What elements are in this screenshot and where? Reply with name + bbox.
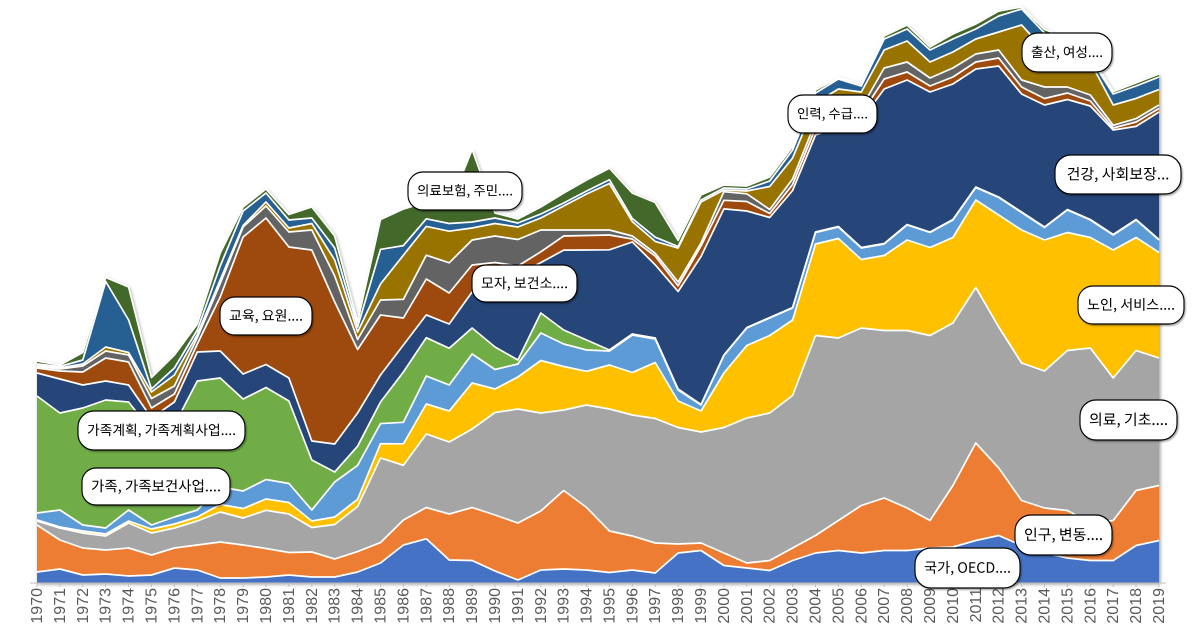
- svg-text:1977: 1977: [189, 588, 206, 624]
- svg-text:2012: 2012: [991, 588, 1008, 624]
- svg-text:2013: 2013: [1014, 588, 1031, 624]
- svg-text:2016: 2016: [1082, 588, 1099, 624]
- svg-text:1974: 1974: [121, 588, 138, 624]
- svg-text:1999: 1999: [693, 588, 710, 624]
- svg-text:2019: 2019: [1151, 588, 1168, 624]
- svg-text:2017: 2017: [1105, 588, 1122, 624]
- svg-text:1992: 1992: [533, 588, 550, 624]
- svg-text:1981: 1981: [281, 588, 298, 624]
- svg-text:1993: 1993: [556, 588, 573, 624]
- svg-text:1998: 1998: [670, 588, 687, 624]
- svg-text:2015: 2015: [1059, 588, 1076, 624]
- svg-text:1994: 1994: [579, 588, 596, 624]
- svg-text:1983: 1983: [327, 588, 344, 624]
- svg-text:2008: 2008: [899, 588, 916, 624]
- svg-text:1985: 1985: [373, 588, 390, 624]
- svg-text:1972: 1972: [75, 588, 92, 624]
- svg-text:1979: 1979: [235, 588, 252, 624]
- svg-text:2011: 2011: [968, 588, 985, 623]
- svg-text:2010: 2010: [945, 588, 962, 624]
- svg-text:2005: 2005: [830, 588, 847, 624]
- svg-text:1978: 1978: [212, 588, 229, 624]
- svg-text:1971: 1971: [52, 588, 69, 624]
- svg-text:2002: 2002: [762, 588, 779, 624]
- svg-text:1973: 1973: [98, 588, 115, 624]
- svg-text:1970: 1970: [29, 588, 46, 624]
- svg-text:1991: 1991: [510, 588, 527, 624]
- svg-text:2018: 2018: [1128, 588, 1145, 624]
- svg-text:2001: 2001: [739, 588, 756, 624]
- svg-text:2014: 2014: [1037, 588, 1054, 624]
- svg-text:1975: 1975: [144, 588, 161, 624]
- svg-text:2007: 2007: [876, 588, 893, 624]
- svg-text:2004: 2004: [808, 588, 825, 624]
- svg-text:1995: 1995: [601, 588, 618, 624]
- svg-text:1987: 1987: [418, 588, 435, 624]
- svg-text:1986: 1986: [395, 588, 412, 624]
- svg-text:1980: 1980: [258, 588, 275, 624]
- svg-text:2006: 2006: [853, 588, 870, 624]
- svg-text:1982: 1982: [304, 588, 321, 624]
- svg-text:1989: 1989: [464, 588, 481, 624]
- svg-text:1996: 1996: [624, 588, 641, 624]
- svg-text:2000: 2000: [716, 588, 733, 624]
- svg-text:1997: 1997: [647, 588, 664, 624]
- svg-text:1976: 1976: [166, 588, 183, 624]
- svg-text:1988: 1988: [441, 588, 458, 624]
- svg-text:1984: 1984: [350, 588, 367, 624]
- svg-text:1990: 1990: [487, 588, 504, 624]
- svg-text:2009: 2009: [922, 588, 939, 624]
- svg-text:2003: 2003: [785, 588, 802, 624]
